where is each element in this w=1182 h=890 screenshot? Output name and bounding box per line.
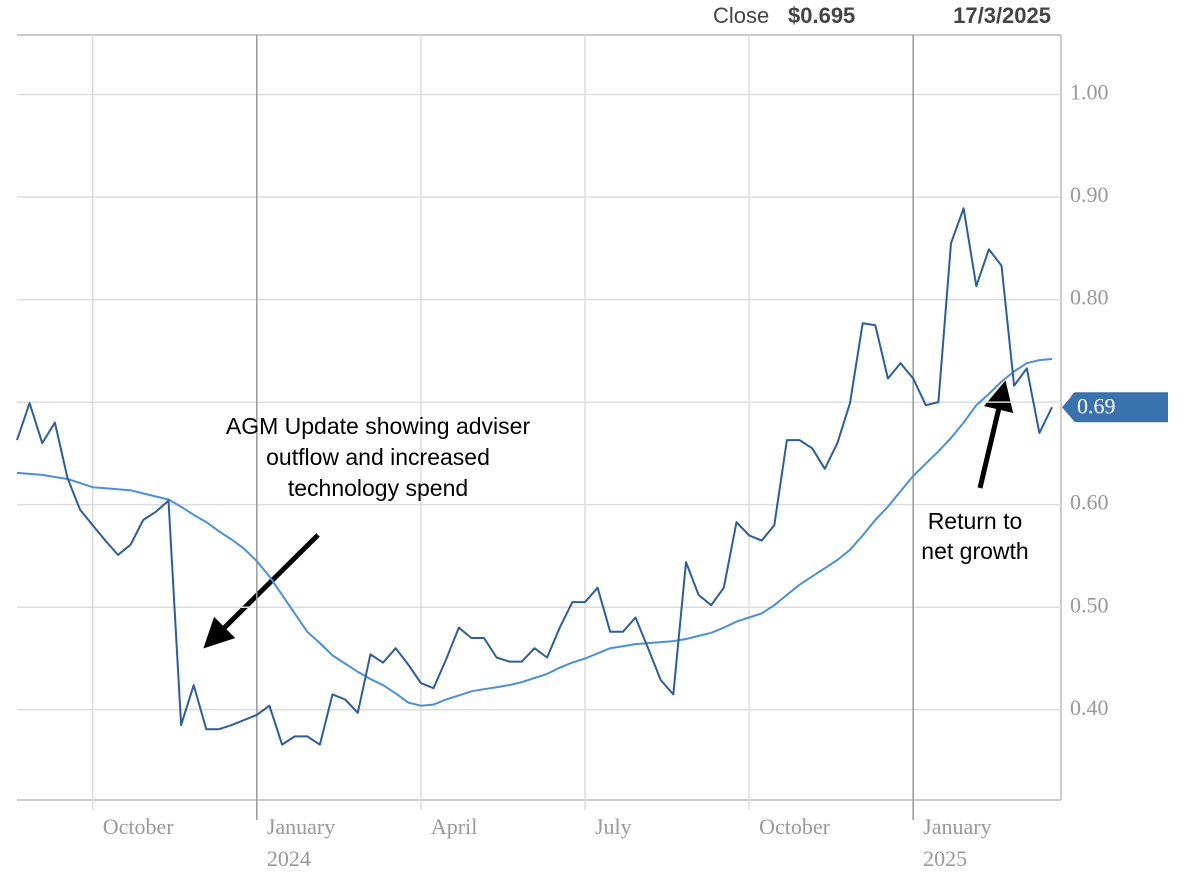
price-tag-label: 0.69 [1077,393,1116,418]
annotation: net growth [921,538,1028,564]
x-tick-label: January 2024 [267,814,335,871]
price-line [16,207,1053,746]
x-tick-label: July [595,814,632,839]
annotation-arrow [977,380,1014,489]
x-tick-label: October [759,814,831,839]
price-tag [1062,392,1168,423]
annotation: outflow and increased [266,444,490,470]
y-tick-label: 0.80 [1070,285,1109,310]
close-value: $0.695 [788,3,855,28]
close-label: Close [713,3,769,28]
annotation-arrow [203,533,320,649]
annotation: AGM Update showing adviser [226,413,531,439]
x-tick-label: January 2025 [923,814,991,871]
price-line [16,358,1053,707]
x-tick-label: April [431,814,477,839]
y-tick-label: 0.40 [1070,695,1109,720]
y-tick-label: 0.50 [1070,592,1109,617]
y-tick-label: 1.00 [1070,80,1109,105]
y-tick-label: 0.90 [1070,182,1109,207]
annotation: technology spend [288,475,468,501]
date: 17/3/2025 [953,3,1051,28]
y-tick-label: 0.60 [1070,490,1109,515]
annotation: Return to [928,508,1023,534]
x-tick-label: October [103,814,175,839]
